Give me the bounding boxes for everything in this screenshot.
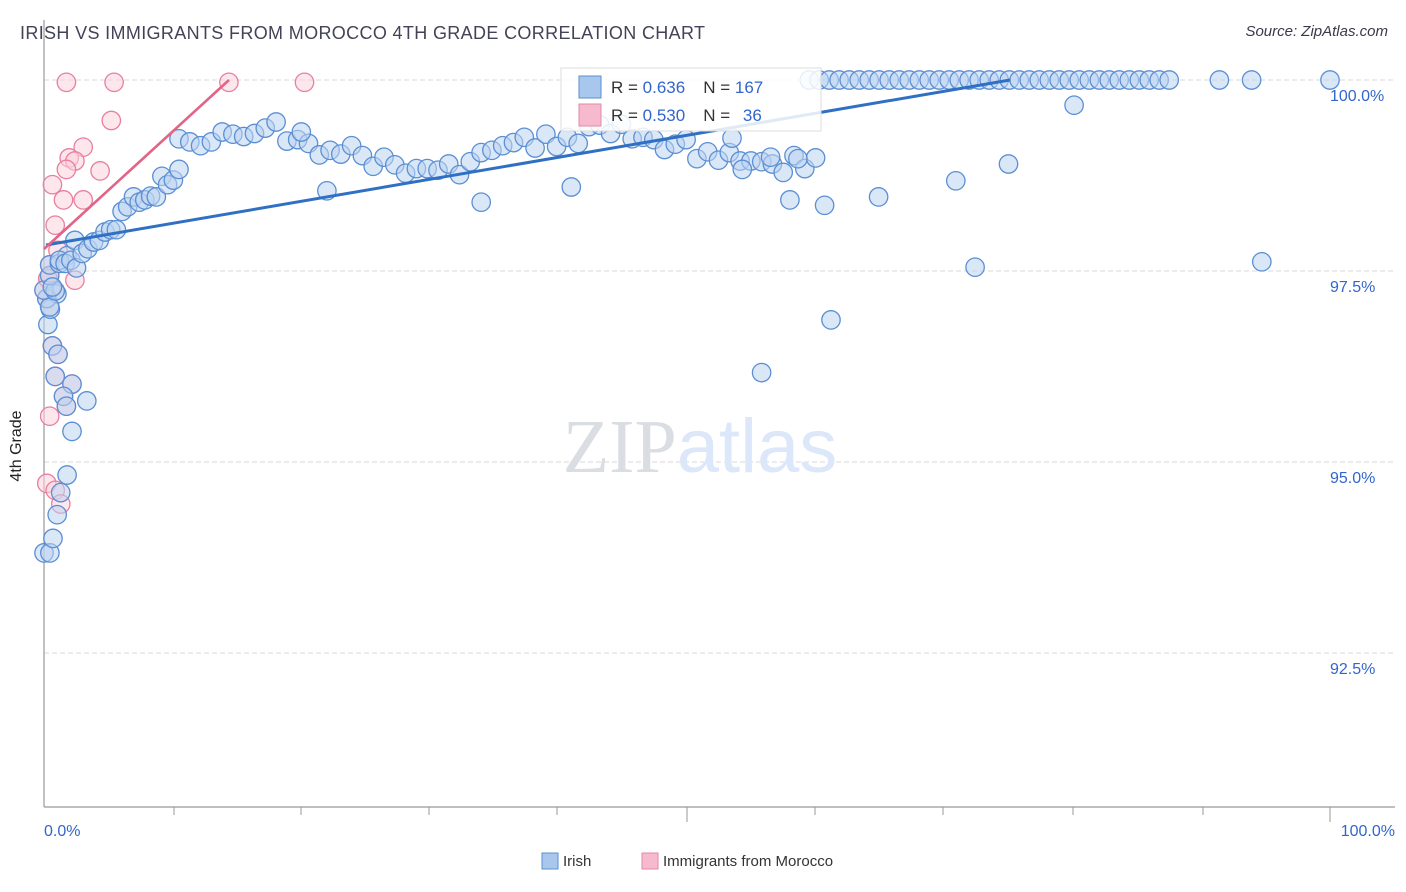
svg-text:95.0%: 95.0% [1330, 470, 1375, 487]
svg-text:0.0%: 0.0% [44, 823, 80, 840]
svg-text:ZIPatlas: ZIPatlas [563, 404, 838, 489]
svg-text:97.5%: 97.5% [1330, 279, 1375, 296]
svg-text:100.0%: 100.0% [1330, 88, 1384, 105]
svg-text:100.0%: 100.0% [1341, 823, 1395, 840]
svg-text:Irish: Irish [563, 853, 591, 870]
svg-text:92.5%: 92.5% [1330, 661, 1375, 678]
svg-text:Immigrants from Morocco: Immigrants from Morocco [663, 853, 833, 870]
